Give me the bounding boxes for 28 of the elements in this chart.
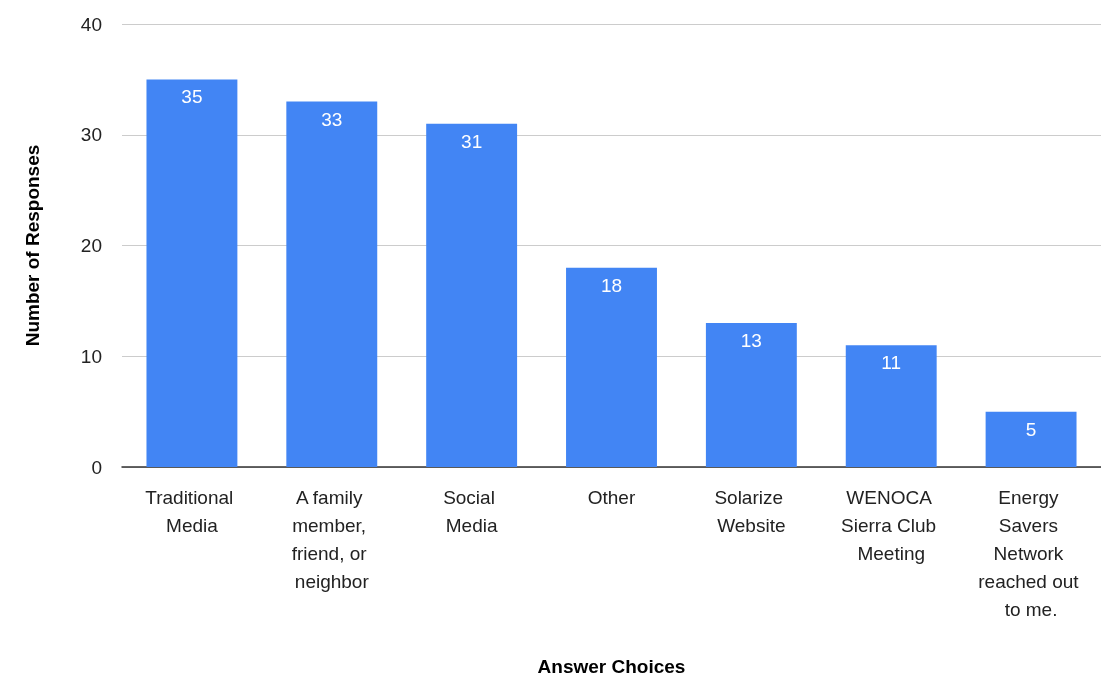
x-axis-title: Answer Choices [537, 656, 686, 677]
y-tick-label: 30 [80, 124, 102, 146]
x-tick-label: Solarize Website [714, 486, 789, 536]
x-tick-label: Other [587, 486, 636, 508]
y-axis-title: Number of Responses [22, 144, 43, 347]
y-tick-label: 10 [80, 345, 102, 367]
x-tick-label: Energy Savers Network reached out to me. [978, 486, 1084, 620]
x-tick-label: WENOCA Sierra Club Meeting [841, 486, 942, 564]
bar [426, 123, 518, 467]
bar [566, 267, 657, 467]
y-tick-label: 20 [80, 235, 102, 256]
y-tick-label: 40 [80, 13, 102, 35]
y-tick-label: 0 [91, 456, 102, 478]
data-label: 18 [600, 274, 623, 296]
data-label: 33 [321, 108, 343, 130]
bar [845, 345, 937, 467]
x-tick-label: A family member, friend, or neighbor [291, 486, 372, 592]
bar [705, 323, 797, 467]
data-label: 31 [461, 130, 483, 152]
bar [286, 101, 378, 467]
x-tick-label: Social Media [443, 486, 501, 536]
data-label: 13 [740, 330, 762, 352]
data-label: 5 [1025, 418, 1037, 440]
x-tick-label: Traditional Media [145, 486, 239, 536]
bar [985, 411, 1077, 467]
data-label: 11 [881, 352, 902, 374]
data-label: 35 [181, 86, 203, 108]
bar [146, 79, 238, 467]
